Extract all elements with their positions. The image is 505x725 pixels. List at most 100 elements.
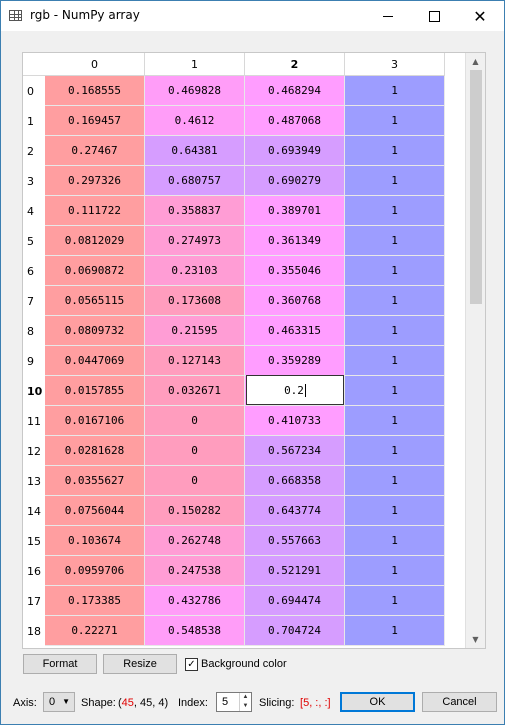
table-cell[interactable]: 0.694474 xyxy=(245,586,345,616)
table-cell[interactable]: 0.0959706 xyxy=(45,556,145,586)
scrollbar-thumb[interactable] xyxy=(470,70,482,304)
table-cell[interactable]: 1 xyxy=(345,226,445,256)
table-cell[interactable]: 0.64381 xyxy=(145,136,245,166)
table-cell[interactable]: 0 xyxy=(145,406,245,436)
table-cell[interactable]: 0 xyxy=(145,466,245,496)
table-cell[interactable]: 0.389701 xyxy=(245,196,345,226)
table-cell[interactable]: 1 xyxy=(345,136,445,166)
table-cell[interactable]: 0.0565115 xyxy=(45,286,145,316)
row-header-12[interactable]: 12 xyxy=(23,436,45,466)
row-header-18[interactable]: 18 xyxy=(23,616,45,646)
table-cell[interactable]: 1 xyxy=(345,376,445,406)
resize-button[interactable]: Resize xyxy=(103,654,177,674)
minimize-button[interactable] xyxy=(365,1,411,31)
table-cell[interactable]: 0.355046 xyxy=(245,256,345,286)
table-cell[interactable]: 0.0167106 xyxy=(45,406,145,436)
background-color-checkbox[interactable]: ✓ xyxy=(185,658,198,671)
table-cell[interactable]: 0.0756044 xyxy=(45,496,145,526)
table-cell[interactable]: 1 xyxy=(345,196,445,226)
table-cell[interactable]: 0.23103 xyxy=(145,256,245,286)
row-header-1[interactable]: 1 xyxy=(23,106,45,136)
table-cell[interactable]: 0.469828 xyxy=(145,76,245,106)
table-cell[interactable]: 0.668358 xyxy=(245,466,345,496)
column-header-0[interactable]: 0 xyxy=(45,53,145,76)
table-cell[interactable]: 1 xyxy=(345,346,445,376)
table-cell[interactable]: 1 xyxy=(345,496,445,526)
row-header-0[interactable]: 0 xyxy=(23,76,45,106)
array-table[interactable]: 0 1 2 3 0 0.168555 0.469828 0.468294 1 1 0.169457 0… xyxy=(22,52,486,649)
index-spinbox[interactable]: 5 ▲ ▼ xyxy=(216,692,252,712)
table-cell[interactable]: 0.168555 xyxy=(45,76,145,106)
table-cell[interactable]: 0.487068 xyxy=(245,106,345,136)
table-cell[interactable]: 0.0447069 xyxy=(45,346,145,376)
row-header-16[interactable]: 16 xyxy=(23,556,45,586)
row-header-5[interactable]: 5 xyxy=(23,226,45,256)
table-cell[interactable]: 1 xyxy=(345,556,445,586)
vertical-scrollbar[interactable]: ▲ ▼ xyxy=(465,53,485,648)
row-header-10[interactable]: 10 xyxy=(23,376,45,406)
table-cell[interactable]: 0.361349 xyxy=(245,226,345,256)
table-cell[interactable]: 1 xyxy=(345,316,445,346)
table-cell[interactable]: 0.0281628 xyxy=(45,436,145,466)
table-cell[interactable]: 0.173608 xyxy=(145,286,245,316)
table-cell[interactable]: 0.557663 xyxy=(245,526,345,556)
row-header-8[interactable]: 8 xyxy=(23,316,45,346)
table-cell[interactable]: 1 xyxy=(345,166,445,196)
scroll-down-icon[interactable]: ▼ xyxy=(472,635,479,644)
table-cell[interactable]: 0.548538 xyxy=(145,616,245,646)
spin-arrows[interactable]: ▲ ▼ xyxy=(239,693,251,711)
table-cell[interactable]: 0.358837 xyxy=(145,196,245,226)
table-cell[interactable]: 0 xyxy=(145,436,245,466)
row-header-3[interactable]: 3 xyxy=(23,166,45,196)
table-cell[interactable]: 0.150282 xyxy=(145,496,245,526)
table-cell[interactable]: 0.643774 xyxy=(245,496,345,526)
table-cell[interactable]: 1 xyxy=(345,436,445,466)
table-cell[interactable]: 0.693949 xyxy=(245,136,345,166)
row-header-14[interactable]: 14 xyxy=(23,496,45,526)
table-cell[interactable]: 0.359289 xyxy=(245,346,345,376)
close-button[interactable]: ✕ xyxy=(457,1,503,31)
table-cell[interactable]: 0.169457 xyxy=(45,106,145,136)
table-cell[interactable]: 0.247538 xyxy=(145,556,245,586)
table-cell[interactable]: 1 xyxy=(345,106,445,136)
table-cell[interactable]: 0.567234 xyxy=(245,436,345,466)
table-cell[interactable]: 0.173385 xyxy=(45,586,145,616)
table-cell[interactable]: 0.21595 xyxy=(145,316,245,346)
table-cell[interactable]: 1 xyxy=(345,466,445,496)
table-cell[interactable]: 0.0812029 xyxy=(45,226,145,256)
table-cell[interactable]: 0.22271 xyxy=(45,616,145,646)
table-cell[interactable]: 0.0355627 xyxy=(45,466,145,496)
table-cell[interactable]: 0.27467 xyxy=(45,136,145,166)
table-cell[interactable]: 0.704724 xyxy=(245,616,345,646)
table-cell[interactable]: 1 xyxy=(345,286,445,316)
table-cell[interactable]: 0.432786 xyxy=(145,586,245,616)
row-header-17[interactable]: 17 xyxy=(23,586,45,616)
row-header-6[interactable]: 6 xyxy=(23,256,45,286)
format-button[interactable]: Format xyxy=(23,654,97,674)
ok-button[interactable]: OK xyxy=(340,692,415,712)
column-header-3[interactable]: 3 xyxy=(345,53,445,76)
table-cell[interactable]: 0.297326 xyxy=(45,166,145,196)
column-header-2[interactable]: 2 xyxy=(245,53,345,76)
cell-editor[interactable]: 0.2 xyxy=(246,375,344,405)
row-header-4[interactable]: 4 xyxy=(23,196,45,226)
table-cell[interactable]: 0.410733 xyxy=(245,406,345,436)
table-cell[interactable]: 0.0690872 xyxy=(45,256,145,286)
row-header-7[interactable]: 7 xyxy=(23,286,45,316)
table-cell[interactable]: 1 xyxy=(345,256,445,286)
row-header-15[interactable]: 15 xyxy=(23,526,45,556)
table-cell[interactable]: 0.274973 xyxy=(145,226,245,256)
table-cell[interactable]: 0.4612 xyxy=(145,106,245,136)
table-cell[interactable]: 0.262748 xyxy=(145,526,245,556)
table-cell[interactable]: 0.0157855 xyxy=(45,376,145,406)
table-cell[interactable]: 1 xyxy=(345,406,445,436)
table-cell[interactable]: 0.103674 xyxy=(45,526,145,556)
row-header-2[interactable]: 2 xyxy=(23,136,45,166)
row-header-13[interactable]: 13 xyxy=(23,466,45,496)
table-cell[interactable]: 1 xyxy=(345,526,445,556)
maximize-button[interactable] xyxy=(411,1,457,31)
table-cell[interactable]: 0.463315 xyxy=(245,316,345,346)
scroll-up-icon[interactable]: ▲ xyxy=(472,57,479,66)
table-cell[interactable]: 0.0809732 xyxy=(45,316,145,346)
table-cell[interactable]: 0.360768 xyxy=(245,286,345,316)
